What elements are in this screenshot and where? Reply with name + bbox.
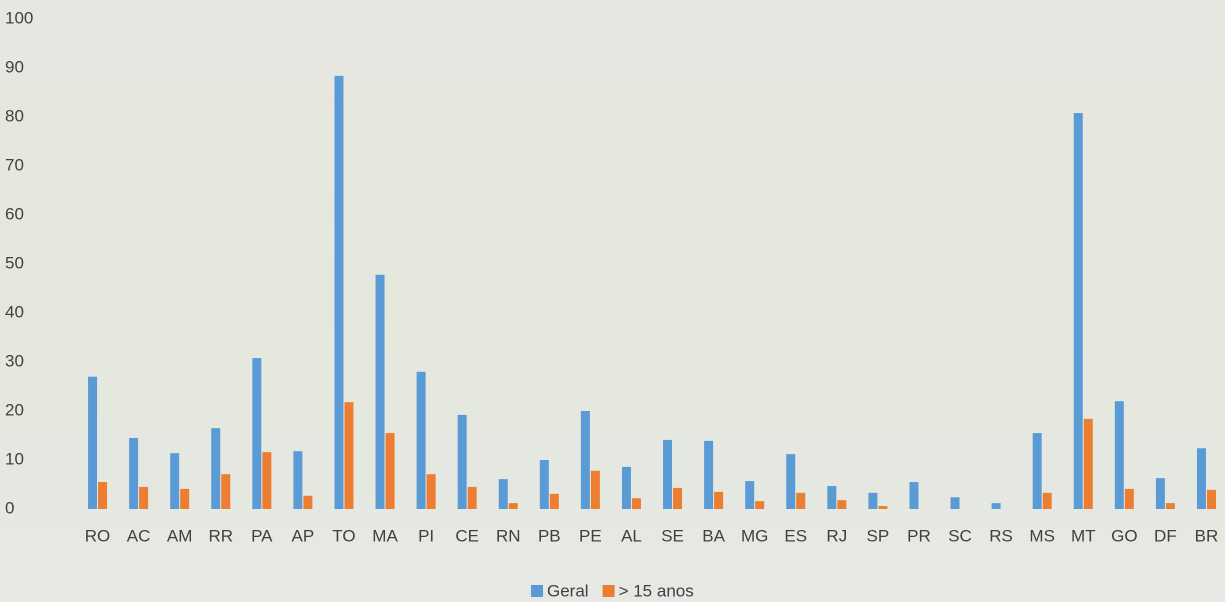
bar bbox=[1032, 433, 1042, 509]
bar bbox=[252, 358, 262, 509]
legend-swatch bbox=[531, 585, 543, 597]
bar bbox=[950, 497, 960, 509]
bar bbox=[991, 503, 1001, 509]
y-tick-label: 0 bbox=[5, 498, 14, 517]
bar bbox=[539, 460, 549, 509]
bar bbox=[508, 503, 518, 509]
bar bbox=[375, 274, 385, 509]
bar bbox=[262, 452, 272, 509]
x-tick-label: RN bbox=[496, 526, 521, 545]
x-tick-label: MS bbox=[1029, 526, 1055, 545]
x-tick-label: SP bbox=[867, 526, 890, 545]
bar bbox=[1165, 503, 1175, 509]
x-tick-label: MG bbox=[741, 526, 768, 545]
y-tick-label: 20 bbox=[5, 400, 24, 419]
bar bbox=[1206, 489, 1216, 509]
x-tick-label: BA bbox=[702, 526, 725, 545]
bar bbox=[1124, 488, 1134, 509]
bar bbox=[293, 451, 303, 509]
bar bbox=[211, 428, 221, 509]
x-tick-label: GO bbox=[1111, 526, 1137, 545]
bar bbox=[673, 487, 683, 509]
bar bbox=[139, 486, 149, 509]
bar bbox=[714, 491, 724, 509]
bar bbox=[416, 371, 426, 509]
bar bbox=[1114, 401, 1124, 509]
x-tick-label: TO bbox=[332, 526, 355, 545]
x-tick-label: RS bbox=[989, 526, 1013, 545]
x-tick-label: RR bbox=[208, 526, 233, 545]
bar bbox=[385, 433, 395, 509]
bar bbox=[457, 414, 467, 509]
x-tick-label: AL bbox=[621, 526, 642, 545]
x-tick-label: BR bbox=[1195, 526, 1219, 545]
x-tick-label: PE bbox=[579, 526, 602, 545]
x-tick-label: AM bbox=[167, 526, 193, 545]
bar bbox=[426, 474, 436, 509]
bar bbox=[909, 482, 919, 509]
x-tick-label: CE bbox=[455, 526, 479, 545]
x-tick-label: AP bbox=[292, 526, 315, 545]
x-tick-label: AC bbox=[127, 526, 151, 545]
x-tick-label: ES bbox=[784, 526, 807, 545]
x-tick-label: SC bbox=[948, 526, 972, 545]
bar bbox=[827, 485, 837, 509]
legend-swatch bbox=[602, 585, 615, 597]
y-tick-label: 60 bbox=[5, 204, 24, 223]
y-tick-label: 70 bbox=[5, 155, 24, 174]
bar bbox=[1042, 492, 1052, 509]
y-tick-label: 50 bbox=[5, 253, 24, 272]
bar bbox=[467, 486, 477, 509]
x-tick-label: MT bbox=[1071, 526, 1096, 545]
bar bbox=[180, 488, 190, 509]
legend-label: > 15 anos bbox=[619, 581, 694, 600]
bar bbox=[1155, 478, 1165, 509]
y-tick-label: 100 bbox=[5, 8, 33, 27]
x-tick-label: PB bbox=[538, 526, 561, 545]
bar bbox=[621, 466, 631, 509]
bar bbox=[590, 470, 600, 509]
bar bbox=[1073, 113, 1083, 509]
bar bbox=[878, 506, 888, 509]
x-tick-label: SE bbox=[661, 526, 684, 545]
y-tick-label: 30 bbox=[5, 351, 24, 370]
bar bbox=[1196, 448, 1206, 509]
bar bbox=[837, 500, 847, 509]
x-tick-label: PI bbox=[418, 526, 434, 545]
bar bbox=[88, 376, 98, 509]
x-tick-label: DF bbox=[1154, 526, 1177, 545]
y-tick-label: 80 bbox=[5, 106, 24, 125]
legend: Geral > 15 anos bbox=[531, 581, 694, 600]
bar bbox=[755, 501, 765, 509]
bar bbox=[344, 402, 354, 509]
x-tick-label: PR bbox=[907, 526, 931, 545]
bar bbox=[704, 440, 714, 509]
bar bbox=[129, 437, 139, 509]
bar bbox=[868, 492, 878, 509]
legend-label: Geral bbox=[547, 581, 589, 600]
bar bbox=[498, 479, 508, 509]
bar bbox=[170, 453, 180, 509]
bar bbox=[1083, 418, 1093, 509]
y-tick-label: 90 bbox=[5, 57, 24, 76]
bar bbox=[303, 495, 313, 509]
bar bbox=[549, 493, 559, 509]
y-tick-label: 40 bbox=[5, 302, 24, 321]
x-tick-label: RO bbox=[85, 526, 111, 545]
bar bbox=[663, 439, 673, 509]
bar bbox=[786, 454, 796, 509]
bar bbox=[796, 492, 806, 509]
bar bbox=[334, 75, 344, 509]
y-tick-label: 10 bbox=[5, 449, 24, 468]
bar bbox=[631, 498, 641, 509]
bar bbox=[98, 482, 108, 509]
bar bbox=[580, 411, 590, 509]
x-tick-label: MA bbox=[372, 526, 398, 545]
x-tick-label: RJ bbox=[826, 526, 847, 545]
x-tick-label: PA bbox=[251, 526, 273, 545]
bar bbox=[745, 481, 755, 509]
bar bbox=[221, 474, 231, 509]
